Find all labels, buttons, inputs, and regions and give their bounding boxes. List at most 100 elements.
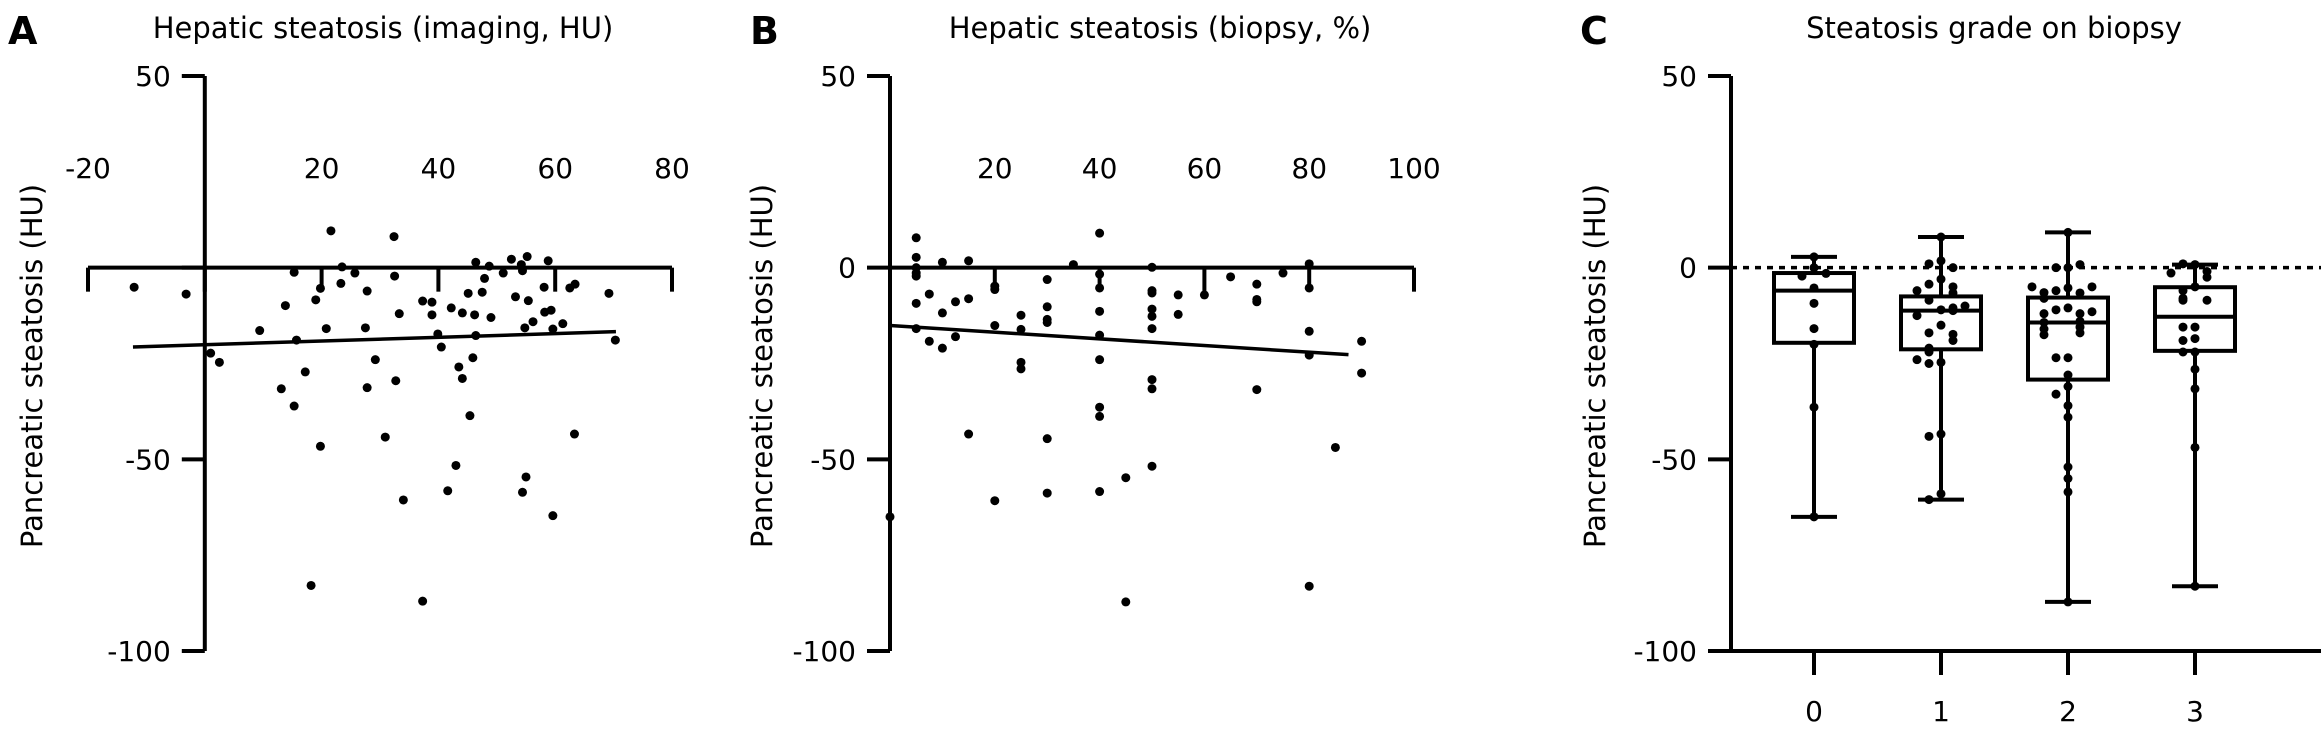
box-grade-2 <box>2026 227 2110 607</box>
y-tick-label: -50 <box>810 443 856 476</box>
data-point <box>446 303 456 313</box>
y-tick-label: 50 <box>135 60 171 93</box>
x-tick-label: 0 <box>1805 695 1823 728</box>
regression-line <box>889 323 1349 357</box>
data-point <box>1357 336 1367 346</box>
data-point <box>280 301 290 311</box>
data-point <box>548 511 558 521</box>
data-point <box>1252 385 1262 395</box>
y-tick-label: -100 <box>792 635 856 668</box>
data-point <box>1912 311 1922 321</box>
data-point <box>1960 301 1970 311</box>
box-grade-0 <box>1772 252 1856 522</box>
data-point <box>315 441 325 451</box>
data-point <box>289 267 299 277</box>
data-point <box>517 266 527 276</box>
data-point <box>1809 283 1819 293</box>
data-point <box>2178 286 2188 296</box>
data-point <box>2075 309 2085 319</box>
data-point <box>1252 279 1262 289</box>
data-point <box>2063 382 2073 391</box>
data-point <box>451 460 461 470</box>
data-point <box>1121 473 1131 483</box>
data-point <box>214 357 224 367</box>
data-point <box>911 233 921 243</box>
panel-label-b: B <box>750 9 779 53</box>
data-point <box>1809 324 1819 334</box>
data-point <box>1948 336 1958 345</box>
data-point <box>477 287 487 297</box>
panel-a: A Hepatic steatosis (imaging, HU) Pancre… <box>8 9 690 668</box>
data-point <box>1924 359 1934 368</box>
data-point <box>558 319 568 329</box>
data-point <box>2178 336 2188 345</box>
data-point <box>2063 263 2073 273</box>
data-point <box>2178 295 2188 305</box>
data-point <box>1016 357 1026 367</box>
data-point <box>1304 283 1314 293</box>
data-point <box>457 308 467 318</box>
data-point <box>1147 461 1157 471</box>
data-point <box>911 298 921 308</box>
data-point <box>2075 260 2085 270</box>
data-point <box>1936 489 1946 499</box>
data-point <box>1095 283 1105 293</box>
data-point <box>520 323 530 333</box>
data-point <box>570 279 580 289</box>
data-point <box>1936 274 1946 284</box>
data-point <box>350 268 360 278</box>
data-point <box>1924 279 1934 289</box>
x-tick-label: 80 <box>1291 152 1327 185</box>
data-point <box>484 261 494 271</box>
data-point <box>311 295 321 305</box>
data-point <box>523 296 533 306</box>
data-point <box>924 336 934 346</box>
data-point <box>1936 429 1946 439</box>
y-tick-label: 50 <box>1661 60 1697 93</box>
data-point <box>1042 317 1052 327</box>
data-point <box>1948 263 1958 273</box>
data-point <box>454 362 464 372</box>
data-point <box>1821 268 1831 278</box>
box-iqr <box>1772 271 1856 345</box>
data-point <box>418 596 428 606</box>
panel-a-title: Hepatic steatosis (imaging, HU) <box>153 11 614 45</box>
data-point <box>1095 411 1105 421</box>
data-point <box>546 305 556 315</box>
panel-a-y-axis-label: Pancreatic steatosis (HU) <box>15 184 49 548</box>
x-tick-label: 1 <box>1932 695 1950 728</box>
data-point <box>1357 368 1367 378</box>
data-point <box>2063 303 2073 313</box>
data-point <box>2051 305 2061 315</box>
data-point <box>398 495 408 505</box>
data-point <box>315 283 325 293</box>
x-tick-label: 2 <box>2059 695 2077 728</box>
data-point <box>1095 402 1105 412</box>
x-tick-label: 3 <box>2186 695 2204 728</box>
data-point <box>306 580 316 590</box>
data-point <box>2087 282 2097 292</box>
data-point <box>1304 350 1314 360</box>
data-point <box>1016 310 1026 320</box>
data-point <box>937 308 947 318</box>
data-point <box>1278 268 1288 278</box>
data-point <box>1797 271 1807 281</box>
data-point <box>427 310 437 320</box>
panel-a-plot: 50 -50 -100 -20 20 40 60 80 <box>65 60 690 668</box>
data-point <box>951 297 960 307</box>
data-point <box>465 411 475 421</box>
x-tick-label: 80 <box>654 152 690 185</box>
data-point <box>1936 357 1946 367</box>
data-point <box>436 342 446 352</box>
y-tick-label: -100 <box>1633 635 1697 668</box>
panel-b: B Hepatic steatosis (biopsy, %) Pancreat… <box>745 9 1441 668</box>
data-point <box>2063 412 2073 422</box>
data-point <box>510 292 520 302</box>
data-point <box>1147 384 1157 394</box>
data-point <box>1912 355 1922 365</box>
data-point <box>471 331 481 341</box>
data-point <box>2063 597 2073 607</box>
data-point <box>2190 581 2200 591</box>
data-point <box>1924 495 1934 505</box>
data-point <box>937 257 947 267</box>
